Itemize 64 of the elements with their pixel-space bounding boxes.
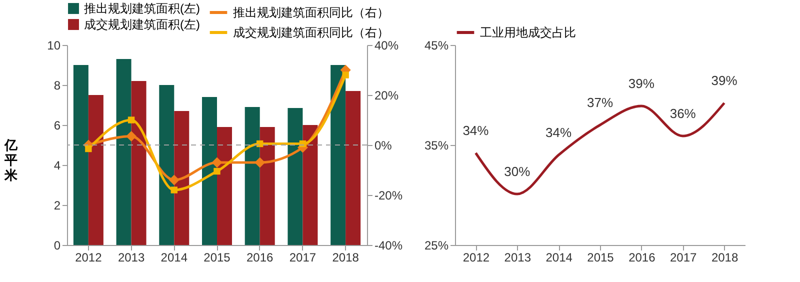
bar — [346, 91, 361, 245]
x-tick-label: 2018 — [711, 250, 738, 264]
y2-tick-label: -40% — [374, 238, 403, 252]
bar — [131, 81, 146, 245]
bar — [260, 127, 275, 245]
x-tick-label: 2017 — [670, 250, 698, 264]
y-tick-label: 10 — [47, 38, 61, 52]
y2-tick-label: -20% — [374, 188, 403, 202]
point — [128, 116, 135, 124]
bar — [330, 65, 346, 245]
y-tick-label: 6 — [54, 118, 61, 132]
x-tick-label: 2014 — [160, 250, 188, 264]
point — [212, 157, 222, 168]
point — [254, 157, 266, 168]
x-tick-label: 2012 — [462, 250, 490, 264]
point — [342, 72, 349, 78]
y-tick-label: 2 — [54, 198, 61, 212]
bar — [288, 108, 303, 245]
x-tick-label: 2015 — [587, 250, 614, 264]
point — [168, 174, 180, 186]
data-label: 34% — [546, 125, 572, 140]
x-tick-label: 2014 — [546, 250, 573, 264]
data-label: 39% — [711, 73, 738, 88]
legend-label: 成交规划建筑面积(左) — [84, 18, 200, 32]
data-label: 30% — [504, 164, 531, 179]
y-tick-label: 4 — [54, 158, 61, 172]
bar — [159, 85, 174, 245]
data-label: 34% — [462, 123, 490, 138]
legend-label: 推出规划建筑面积(左) — [84, 2, 200, 16]
point — [85, 145, 92, 152]
y2-tick-label: 20% — [374, 88, 399, 102]
y-tick-label: 45% — [424, 38, 449, 52]
y-tick-label: 25% — [424, 238, 449, 252]
y-tick-label: 8 — [54, 78, 61, 92]
legend-label: 推出规划建筑面积同比（右） — [233, 6, 389, 20]
x-tick-label: 2012 — [75, 250, 102, 264]
data-label: 36% — [670, 106, 696, 121]
x-tick-label: 2013 — [504, 250, 532, 264]
point — [170, 186, 178, 194]
bar — [217, 127, 232, 245]
bar — [73, 65, 88, 245]
y2-tick-label: 40% — [374, 38, 399, 52]
point — [214, 168, 220, 175]
x-tick-label: 2015 — [204, 250, 231, 264]
y-tick-label: 35% — [424, 138, 449, 152]
bar — [302, 125, 318, 245]
bar — [116, 59, 132, 245]
data-label: 37% — [586, 95, 614, 110]
bar — [244, 107, 260, 245]
x-tick-label: 2018 — [332, 250, 360, 264]
legend-label: 成交规划建筑面积同比（右） — [233, 26, 389, 40]
point — [126, 131, 137, 142]
bar — [174, 111, 190, 245]
x-tick-label: 2013 — [118, 250, 145, 264]
x-tick-label: 2016 — [246, 250, 274, 264]
legend-label: 工业用地成交占比 — [480, 26, 576, 40]
data-label: 39% — [628, 76, 655, 91]
y2-tick-label: 0% — [374, 138, 392, 152]
y-tick-label: 0 — [54, 238, 61, 252]
x-tick-label: 2016 — [628, 250, 656, 264]
x-tick-label: 2017 — [289, 250, 316, 264]
bar — [202, 97, 217, 245]
bar — [88, 95, 104, 245]
y-axis-title: 亿平米 — [4, 138, 19, 182]
